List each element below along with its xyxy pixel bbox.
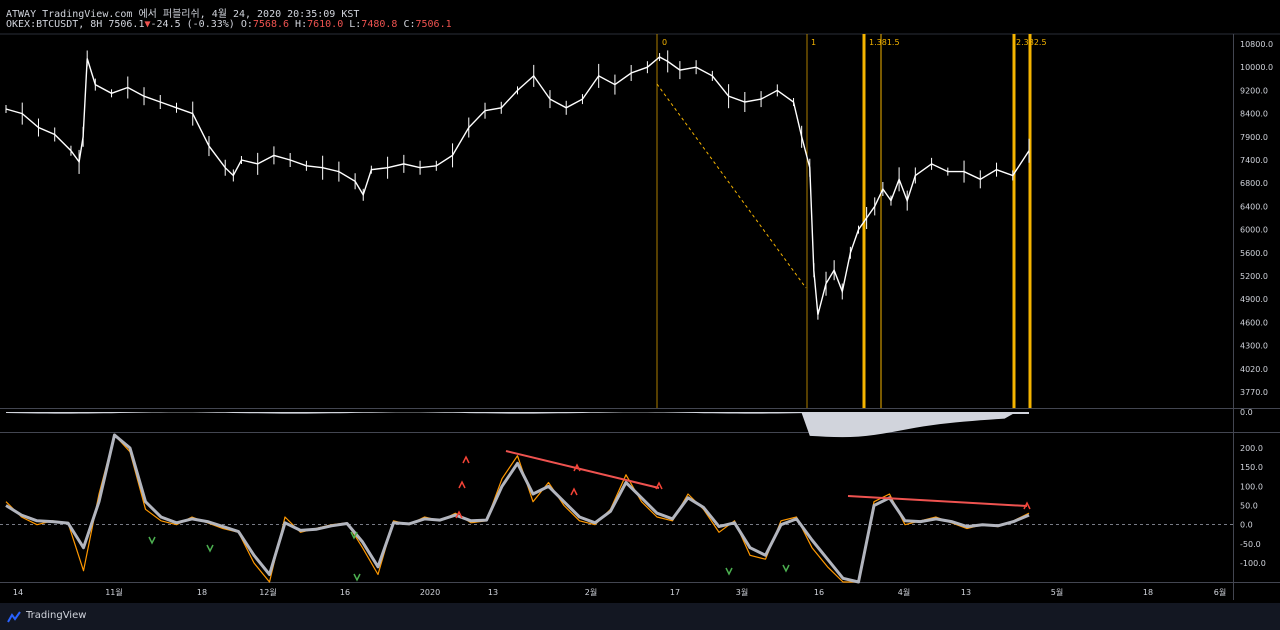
price-tick-label: 4300.0 (1240, 342, 1268, 351)
fib-level-label: 2.382.5 (1016, 38, 1047, 47)
buy-signal-marker (148, 536, 156, 545)
oscillator-series (5, 433, 1030, 584)
time-tick-label: 12월 (259, 587, 277, 597)
time-tick-label: 2월 (585, 587, 597, 597)
symbol-label[interactable]: OKEX:BTCUSDT, 8H 7506.1 (6, 19, 145, 30)
price-tick-label: 5200.0 (1240, 272, 1268, 281)
fib-trend-line[interactable] (656, 83, 807, 289)
fib-labels: 0 1 1.381.5 2.382.5 (662, 38, 1047, 47)
price-tick-label: 3770.0 (1240, 388, 1268, 397)
open-label: O: (240, 19, 253, 30)
oscillator-tick-label: 100.0 (1240, 482, 1263, 491)
price-tick-label: 6800.0 (1240, 179, 1268, 188)
time-tick-label: 11월 (105, 587, 123, 597)
bearish-divergence-line-2[interactable] (847, 495, 1028, 507)
oscillator-tick-label: -100.0 (1240, 559, 1266, 568)
price-tick-label: 6400.0 (1240, 202, 1268, 211)
high-value: 7610.0 (307, 19, 344, 30)
ohlc-legend: OKEX:BTCUSDT, 8H 7506.1▼-24.5 (-0.33%) O… (6, 19, 452, 30)
buy-signal-marker (206, 544, 214, 553)
sell-signal-marker (455, 510, 463, 519)
time-tick-label: 14 (13, 588, 23, 597)
change-value: -24.5 (-0.33%) (150, 19, 235, 30)
fib-time-zones[interactable] (656, 34, 1032, 408)
time-tick-label: 3월 (736, 587, 748, 597)
oscillator-axis: 200.0 150.0 100.0 50.0 0.0 -50.0 -100.0 (1240, 444, 1266, 568)
oscillator-tick-label: 50.0 (1240, 502, 1258, 511)
price-tick-label: 8400.0 (1240, 110, 1268, 119)
time-tick-label: 4월 (898, 587, 910, 597)
fib-level-label: 1 (811, 38, 816, 47)
tradingview-logo-icon[interactable] (7, 611, 21, 623)
time-tick-label: 18 (1143, 588, 1153, 597)
time-tick-label: 2020 (420, 588, 440, 597)
price-series (5, 50, 1030, 320)
oscillator-fast-line (5, 434, 1030, 583)
buy-signal-marker (782, 564, 790, 573)
sell-signal-marker (462, 455, 470, 464)
low-value: 7480.8 (361, 19, 398, 30)
price-tick-label: 4600.0 (1240, 318, 1268, 327)
time-tick-label: 6월 (1214, 587, 1226, 597)
oscillator-tick-label: -50.0 (1240, 540, 1261, 549)
fib-level-label: 0 (662, 38, 667, 47)
bearish-divergence-line-1[interactable] (505, 450, 660, 489)
time-tick-label: 13 (961, 588, 971, 597)
time-tick-label: 5월 (1051, 587, 1063, 597)
high-label: H: (295, 19, 308, 30)
sell-signal-marker (1023, 501, 1031, 510)
sell-signal-marker (655, 481, 663, 490)
price-tick-label: 5600.0 (1240, 249, 1268, 258)
publish-info: ATWAY TradingView.com 에서 퍼블리쉬, 4월 24, 20… (6, 9, 360, 20)
time-axis: 14 11월 18 12월 16 2020 13 2월 17 3월 16 4월 13 5월 18 6월 (13, 587, 1226, 597)
time-tick-label: 13 (488, 588, 498, 597)
low-label: L: (349, 19, 362, 30)
oscillator-tick-label: 150.0 (1240, 463, 1263, 472)
time-tick-label: 18 (197, 588, 207, 597)
price-tick-label: 10800.0 (1240, 40, 1273, 49)
close-value: 7506.1 (415, 19, 452, 30)
sell-signal-marker (573, 463, 581, 472)
buy-signal-marker (353, 573, 361, 582)
price-tick-label: 4020.0 (1240, 365, 1268, 374)
price-line (5, 56, 1030, 315)
divergence-lines[interactable] (505, 450, 1028, 507)
price-tick-label: 4900.0 (1240, 295, 1268, 304)
buy-signal-marker (350, 531, 358, 540)
oscillator-tick-label: 200.0 (1240, 444, 1263, 453)
buy-signal-marker (725, 567, 733, 576)
price-axis: 10800.0 10000.0 9200.0 8400.0 7900.0 7400.0 68… (1240, 40, 1273, 397)
volatility-axis-label: 0.0 (1240, 408, 1253, 417)
signal-markers (148, 455, 1031, 582)
oscillator-slow-line (5, 433, 1030, 584)
price-tick-label: 10000.0 (1240, 63, 1273, 72)
time-tick-label: 16 (814, 588, 824, 597)
price-tick-label: 7400.0 (1240, 156, 1268, 165)
price-tick-label: 9200.0 (1240, 86, 1268, 95)
fib-level-label: 1.381.5 (869, 38, 900, 47)
change-down-icon: ▼ (144, 19, 151, 30)
close-label: C: (403, 19, 416, 30)
time-tick-label: 16 (340, 588, 350, 597)
price-tick-label: 7900.0 (1240, 133, 1268, 142)
volatility-area (6, 412, 1029, 438)
oscillator-tick-label: 0.0 (1240, 521, 1253, 530)
tradingview-brand[interactable]: TradingView (26, 610, 87, 621)
sell-signal-marker (570, 487, 578, 496)
price-tick-label: 6000.0 (1240, 226, 1268, 235)
chart-canvas[interactable]: 0 1 1.381.5 2.382.5 10800.0 10000.0 9200.0 840… (0, 0, 1280, 603)
time-tick-label: 17 (670, 588, 680, 597)
footer-bar: TradingView (0, 603, 1280, 630)
open-value: 7568.6 (252, 19, 290, 30)
sell-signal-marker (458, 480, 466, 489)
